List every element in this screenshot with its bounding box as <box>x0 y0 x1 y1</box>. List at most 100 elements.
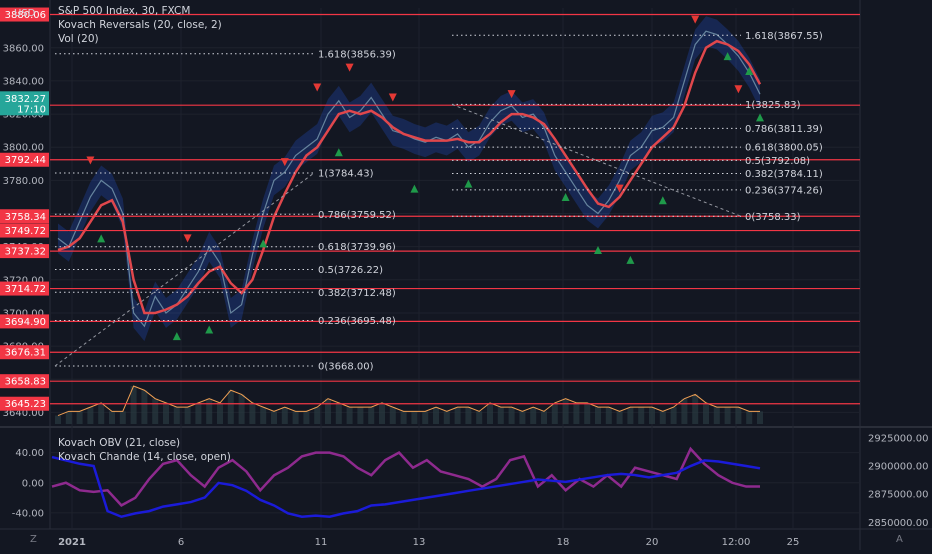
volume-bar <box>141 390 148 424</box>
indicator-legend-obv[interactable]: Kovach OBV (21, close) <box>58 437 181 449</box>
volume-bar <box>595 407 601 424</box>
buy-signal-marker <box>334 148 343 157</box>
volume-bar <box>497 407 504 424</box>
volume-bar <box>98 402 105 424</box>
price-level-badge <box>0 152 49 167</box>
time-tick-label: 6 <box>178 537 184 548</box>
sell-signal-marker <box>313 83 322 92</box>
price-level-badge <box>0 209 49 224</box>
volume-bar <box>314 407 321 424</box>
time-tick-label: 13 <box>413 537 426 548</box>
buy-signal-marker <box>626 255 635 264</box>
price-tick-label: 3780.00 <box>3 176 44 187</box>
sell-signal-marker <box>615 184 624 193</box>
fib-trendline[interactable] <box>451 103 742 217</box>
price-level-badge-text: 3676.31 <box>5 348 46 359</box>
volume-bar <box>184 407 191 424</box>
price-level-badge-text: 3792.44 <box>5 155 46 166</box>
volume-bar <box>281 407 288 424</box>
volume-bar <box>195 402 202 424</box>
volume-bar <box>605 407 612 424</box>
currency-label: USD <box>14 8 36 19</box>
volume-bar <box>649 407 655 424</box>
volume-bar <box>422 411 429 424</box>
price-level-badge <box>0 374 49 389</box>
price-tick-label: 3840.00 <box>3 76 44 87</box>
volume-bar <box>757 411 763 424</box>
volume-bar <box>271 411 277 424</box>
volume-bar <box>411 411 418 424</box>
volume-bar <box>659 411 666 424</box>
buy-signal-marker <box>172 332 181 341</box>
volume-bar <box>584 402 591 424</box>
volume-bar <box>746 411 753 424</box>
fib-level-label: 0.5(3792.08) <box>745 156 810 167</box>
price-level-badge-text: 3749.72 <box>5 226 46 237</box>
volume-bar <box>206 398 213 424</box>
price-tick-label: 3640.00 <box>3 408 44 419</box>
price-tick-label: 3700.00 <box>3 308 44 319</box>
volume-bar <box>541 411 547 424</box>
lower-left-tick-label: 40.00 <box>15 448 44 459</box>
volume-bar <box>551 402 558 424</box>
sell-signal-marker <box>691 15 700 24</box>
fib-level-label: 0.618(3739.96) <box>318 242 396 253</box>
fib-level-label: 0.618(3800.05) <box>745 143 823 154</box>
volume-bar <box>76 411 83 424</box>
obv-line[interactable] <box>51 455 761 519</box>
indicator-legend-chande[interactable]: Kovach Chande (14, close, open) <box>58 451 231 463</box>
indicator-legend-volume[interactable]: Vol (20) <box>58 33 99 45</box>
volume-bar <box>713 407 720 424</box>
volume-bar <box>368 407 375 424</box>
volume-bar <box>109 411 115 424</box>
fib-level-label: 0(3758.33) <box>745 212 801 223</box>
volume-bar <box>476 411 483 424</box>
buy-signal-marker <box>658 196 667 205</box>
volume-bar <box>573 402 580 424</box>
indicator-legend-reversals[interactable]: Kovach Reversals (20, close, 2) <box>58 19 222 31</box>
volume-bar <box>400 411 407 424</box>
moving-average-line[interactable] <box>57 39 762 315</box>
price-level-badge <box>0 244 49 259</box>
buy-signal-marker <box>205 325 214 334</box>
volume-bar <box>335 402 342 424</box>
price-level-badge <box>0 223 49 238</box>
lower-left-tick-label: -40.00 <box>12 508 44 519</box>
fib-level-label: 0.236(3695.48) <box>318 316 396 327</box>
time-tick-label: 2021 <box>58 537 86 548</box>
volume-bar <box>627 407 634 424</box>
sell-signal-marker <box>734 85 743 94</box>
fib-level-label: 0.236(3774.26) <box>745 185 823 196</box>
buy-signal-marker <box>259 239 268 248</box>
price-tick-label: 3860.00 <box>3 43 44 54</box>
buy-signal-marker <box>756 113 764 122</box>
fib-level-label: 0.786(3811.39) <box>745 124 823 135</box>
volume-bar <box>465 407 472 424</box>
volume-bar <box>530 407 537 424</box>
auto-scale-icon[interactable]: A <box>896 534 903 545</box>
volume-bar <box>152 398 159 424</box>
price-band <box>58 16 760 342</box>
volume-bar <box>346 407 353 424</box>
price-line[interactable] <box>57 30 761 328</box>
fib-level-label: 1(3825.83) <box>745 100 801 111</box>
lower-right-tick-label: 2875000.00 <box>868 490 928 501</box>
symbol-title[interactable]: S&P 500 Index, 30, FXCM <box>58 5 191 17</box>
volume-bar <box>55 415 61 424</box>
chande-line[interactable] <box>51 446 760 507</box>
lower-right-tick-label: 2925000.00 <box>868 433 928 444</box>
time-tick-label: 11 <box>315 537 328 548</box>
price-level-badge <box>0 281 49 296</box>
timezone-icon[interactable]: Z <box>30 534 37 545</box>
current-price-badge <box>0 91 49 116</box>
volume-bar <box>735 407 742 424</box>
volume-bar <box>119 411 126 424</box>
volume-bar <box>670 407 677 424</box>
price-level-badge-text: 3758.34 <box>5 212 46 223</box>
sell-signal-marker <box>86 156 95 165</box>
fib-level-label: 1(3784.43) <box>318 169 374 180</box>
volume-bar <box>357 407 364 424</box>
price-level-badge-text: 3880.06 <box>5 10 46 21</box>
